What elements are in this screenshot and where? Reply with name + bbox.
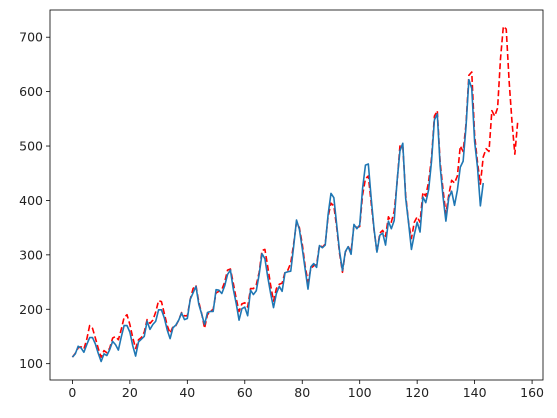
x-tick-label: 140 [463, 385, 487, 400]
actual-series-line [71, 78, 485, 363]
x-tick-label: 0 [68, 385, 76, 400]
x-tick-label: 80 [294, 385, 310, 400]
x-tick-label: 100 [348, 385, 372, 400]
x-tick-label: 160 [520, 385, 544, 400]
y-tick-label: 700 [19, 30, 43, 45]
x-tick-label: 20 [122, 385, 138, 400]
y-tick-label: 600 [19, 84, 43, 99]
plot-frame [49, 9, 544, 381]
x-tick-label: 40 [179, 385, 195, 400]
series-layer [71, 25, 519, 363]
y-tick-label: 500 [19, 139, 43, 154]
x-tick-label: 60 [237, 385, 253, 400]
y-axis: 100 200 300 400 500 600 700 [19, 30, 50, 371]
x-axis: 0 20 40 60 80 100 120 140 160 [68, 380, 544, 400]
y-tick-label: 400 [19, 193, 43, 208]
y-tick-label: 300 [19, 247, 43, 262]
y-tick-label: 200 [19, 302, 43, 317]
x-tick-label: 120 [405, 385, 429, 400]
y-tick-label: 100 [19, 356, 43, 371]
